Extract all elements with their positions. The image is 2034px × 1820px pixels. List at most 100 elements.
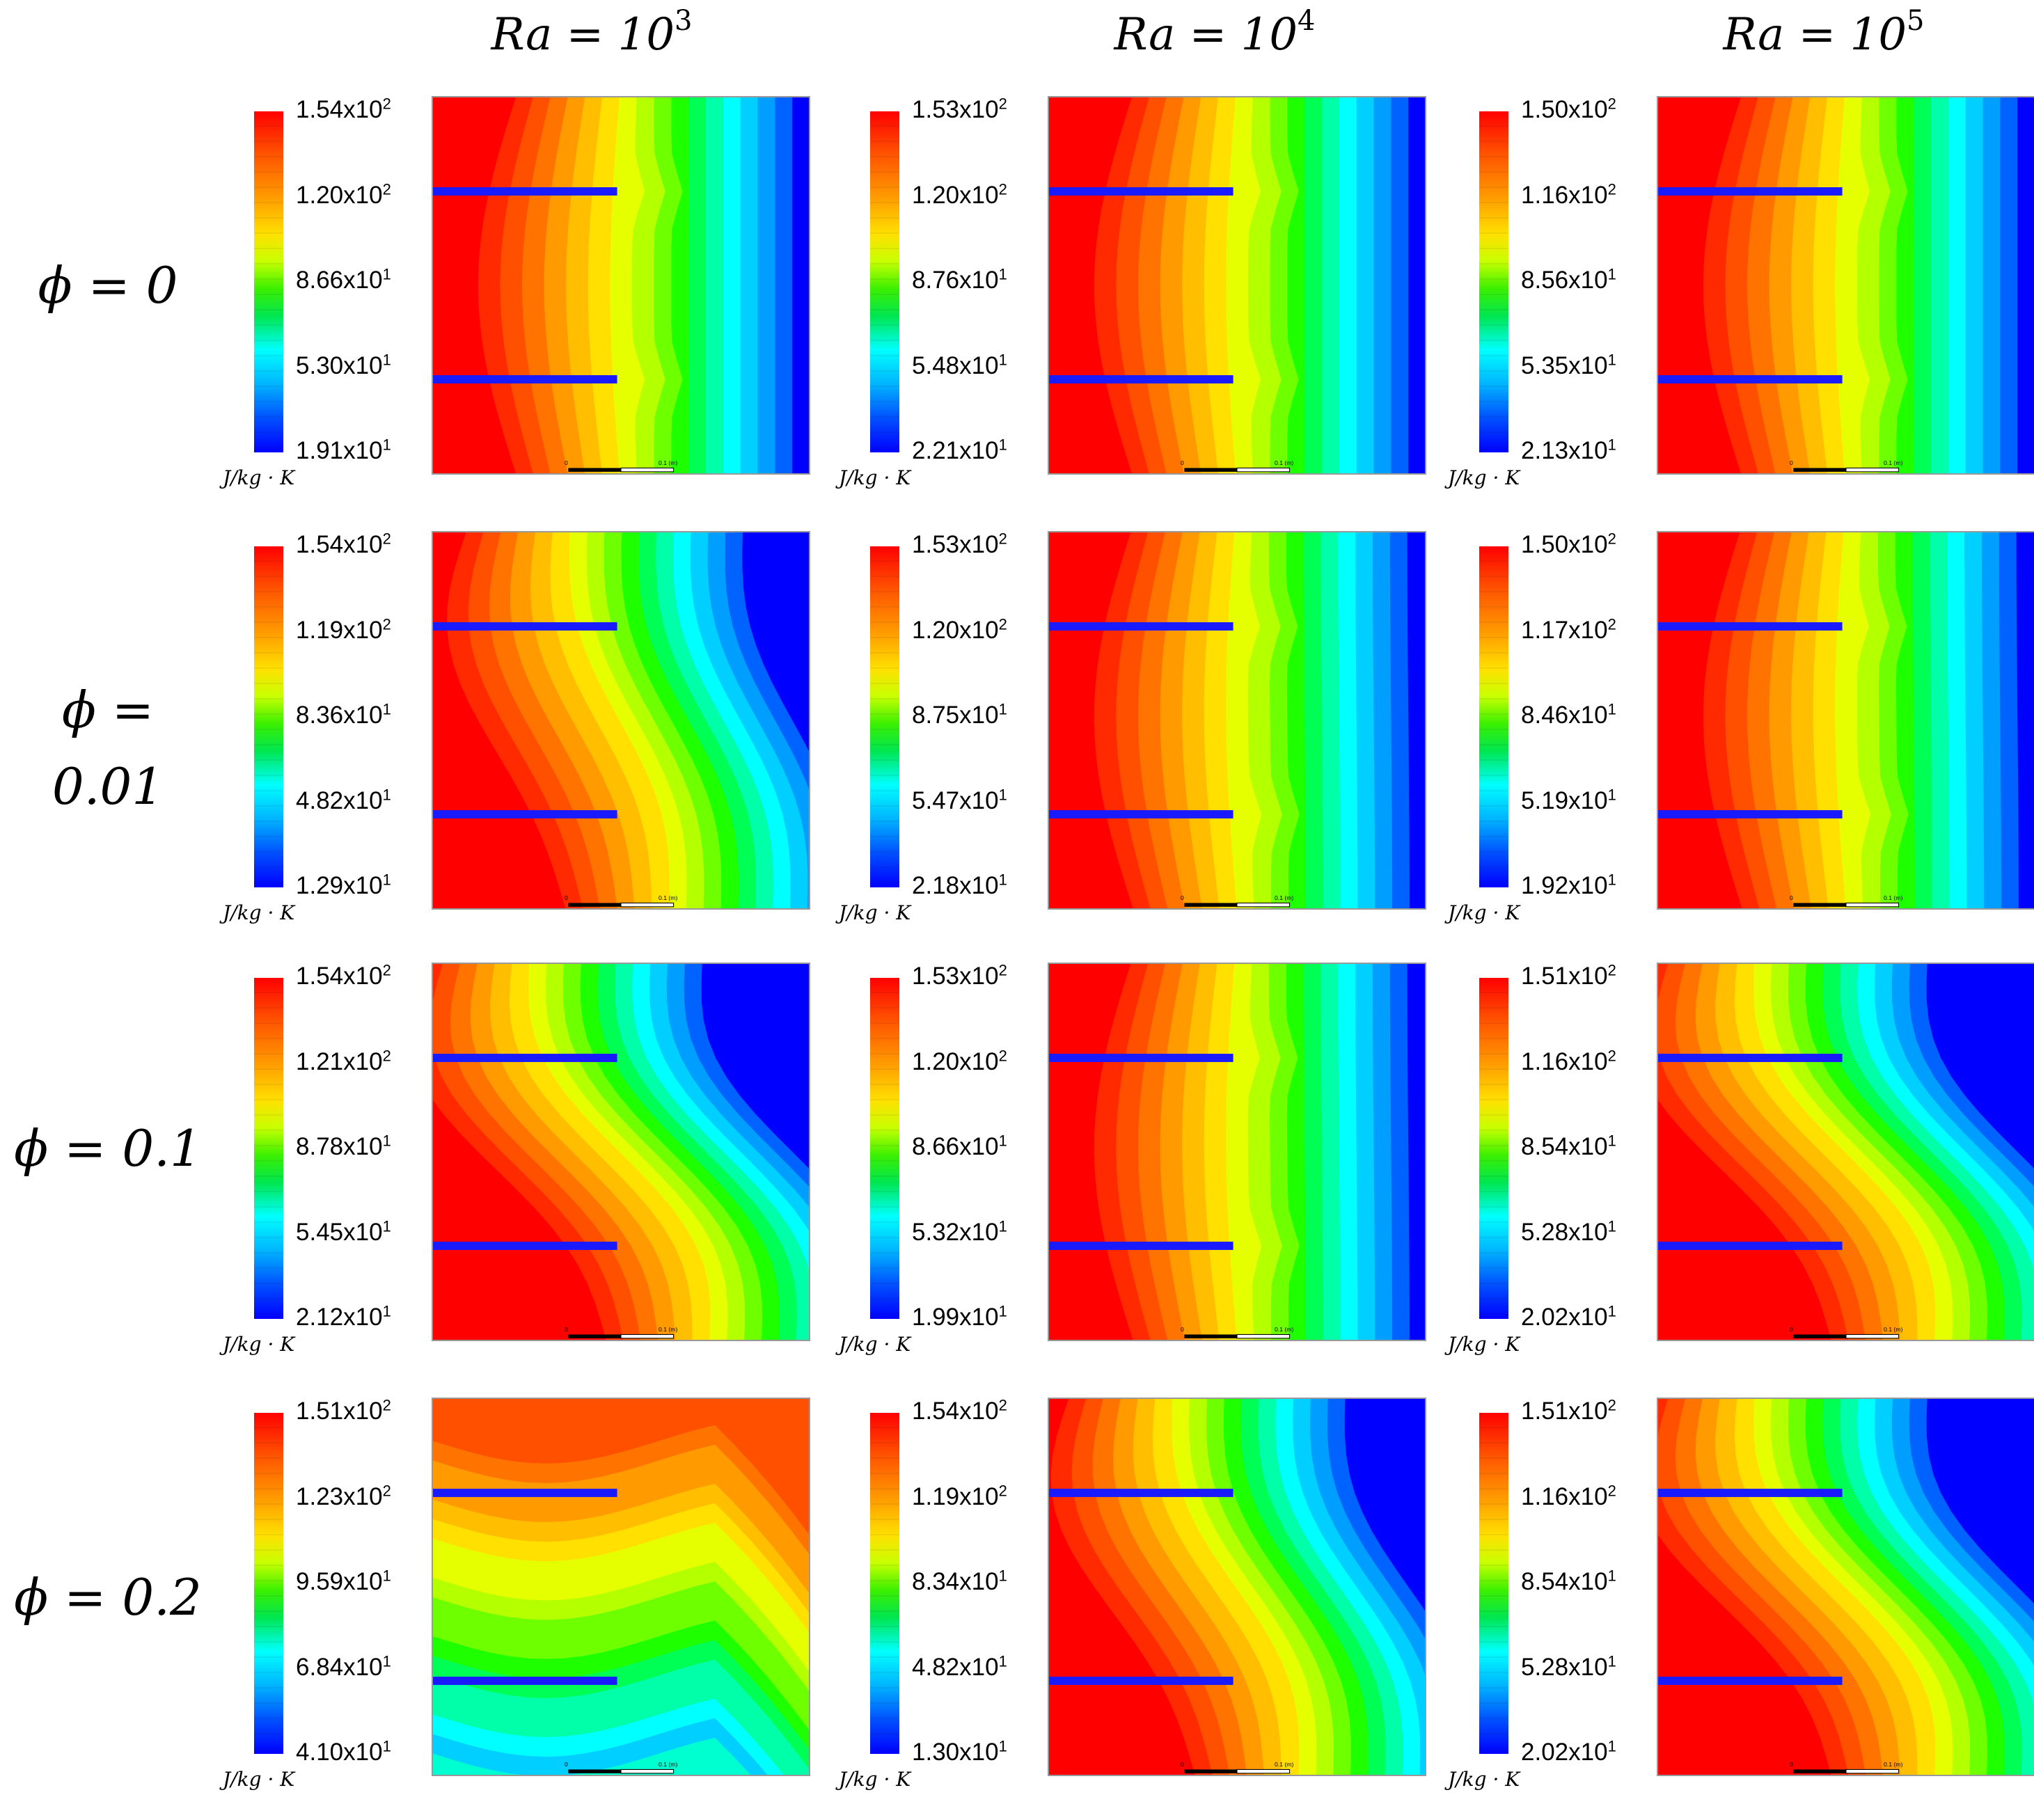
row-title-phi-0.1: ϕ = 0.1	[14, 1119, 202, 1178]
colorbar	[1479, 111, 1508, 452]
contour-band	[433, 1399, 809, 1515]
fin	[433, 622, 617, 631]
fin	[1658, 1054, 1843, 1062]
contour-field: 0 0.1 (m)	[433, 1399, 809, 1775]
scale-bar-label-start: 0	[1790, 459, 1793, 466]
colorbar-bands	[1479, 111, 1508, 452]
colorbar-tick-label: 1.23x102	[296, 1481, 391, 1510]
colorbar-tick-label: 8.66x101	[912, 1132, 1007, 1160]
colorbar-tick-label: 1.50x102	[1521, 530, 1616, 558]
column-title-ra-1e5: Ra = 105	[1723, 5, 1925, 61]
scale-bar-label-end: 0.1 (m)	[1275, 459, 1293, 466]
colorbar-unit: J/kg · K	[1448, 901, 1520, 924]
contour-plot: 0 0.1 (m)	[1048, 963, 1426, 1341]
colorbar-bands	[1479, 546, 1508, 887]
colorbar-tick-label: 4.10x101	[296, 1737, 391, 1766]
colorbar-tick-label: 1.53x102	[912, 961, 1007, 990]
colorbar-unit: J/kg · K	[223, 1333, 295, 1356]
scale-bar-label-start: 0	[565, 894, 568, 901]
contour-band	[1658, 1535, 1831, 1775]
fin	[1658, 1489, 1843, 1497]
row-title-phi-0: ϕ = 0	[38, 256, 178, 315]
colorbar-tick-label: 1.30x101	[912, 1737, 1007, 1766]
scale-bar-white	[620, 902, 675, 908]
scale-bar-label-end: 0.1 (m)	[659, 1326, 677, 1333]
scale-bar-black	[1793, 903, 1846, 907]
contour-plot: 0 0.1 (m)	[1657, 963, 2034, 1341]
fin	[1049, 1489, 1233, 1497]
colorbar-tick-label: 9.59x101	[296, 1567, 391, 1595]
fin	[1049, 1677, 1233, 1685]
contour-plot: 0 0.1 (m)	[432, 1398, 810, 1776]
scale-bar-white	[1236, 1334, 1291, 1339]
contour-plot: 0 0.1 (m)	[1657, 96, 2034, 475]
scale-bar-black	[568, 1334, 621, 1338]
fin	[1049, 1242, 1233, 1250]
fin	[1658, 375, 1843, 383]
colorbar-unit: J/kg · K	[1448, 1333, 1520, 1356]
colorbar-tick-label: 4.82x101	[296, 785, 391, 814]
scale-bar-white	[1236, 902, 1291, 908]
colorbar-tick-label: 8.78x101	[296, 1132, 391, 1160]
scale-bar-black	[1184, 1334, 1237, 1338]
colorbar-unit: J/kg · K	[1448, 466, 1520, 489]
scale-bar-white	[1236, 467, 1291, 473]
colorbar-tick-label: 6.84x101	[296, 1652, 391, 1681]
contour-plot: 0 0.1 (m)	[1048, 531, 1426, 910]
colorbar-tick-label: 2.02x101	[1521, 1302, 1616, 1331]
colorbar-tick-label: 1.20x102	[912, 1046, 1007, 1075]
colorbar	[254, 1413, 283, 1754]
contour-plot: 0 0.1 (m)	[1048, 96, 1426, 475]
colorbar	[870, 1413, 899, 1754]
column-title-ra-1e3: Ra = 103	[491, 5, 693, 61]
colorbar-tick-label: 2.21x101	[912, 436, 1007, 464]
scale-bar-label-start: 0	[1181, 1761, 1184, 1768]
contour-plot: 0 0.1 (m)	[432, 96, 810, 475]
colorbar-tick-label: 1.20x102	[912, 180, 1007, 209]
colorbar-unit: J/kg · K	[839, 1768, 911, 1791]
colorbar-tick-label: 1.54x102	[912, 1396, 1007, 1425]
colorbar-tick-label: 2.12x101	[296, 1302, 391, 1331]
scale-bar-label-start: 0	[1790, 1326, 1793, 1333]
contour-field: 0 0.1 (m)	[433, 532, 809, 908]
colorbar-tick-label: 8.56x101	[1521, 265, 1616, 294]
colorbar-tick-label: 5.48x101	[912, 350, 1007, 379]
scale-bar-label-end: 0.1 (m)	[1884, 1326, 1902, 1333]
colorbar-bands	[254, 978, 283, 1319]
colorbar-tick-label: 1.51x102	[296, 1396, 391, 1425]
colorbar-tick-label: 5.28x101	[1521, 1217, 1616, 1246]
scale-bar-label-start: 0	[1181, 459, 1184, 466]
scale-bar-white	[1845, 467, 1900, 473]
colorbar-unit: J/kg · K	[1448, 1768, 1520, 1791]
colorbar-tick-label: 8.76x101	[912, 265, 1007, 294]
colorbar-bands	[254, 1413, 283, 1754]
contour-field: 0 0.1 (m)	[433, 964, 809, 1340]
contour-plot: 0 0.1 (m)	[432, 963, 810, 1341]
colorbar-tick-label: 8.54x101	[1521, 1132, 1616, 1160]
colorbar-tick-label: 8.46x101	[1521, 700, 1616, 729]
colorbar-tick-label: 5.30x101	[296, 350, 391, 379]
scale-bar-label-start: 0	[565, 1761, 568, 1768]
fin	[433, 810, 617, 818]
colorbar-bands	[1479, 1413, 1508, 1754]
colorbar-tick-label: 1.29x101	[296, 871, 391, 899]
colorbar-tick-label: 8.75x101	[912, 700, 1007, 729]
colorbar-tick-label: 1.92x101	[1521, 871, 1616, 899]
fin	[1658, 622, 1843, 631]
scale-bar-label-end: 0.1 (m)	[659, 459, 677, 466]
colorbar-tick-label: 1.19x102	[296, 615, 391, 644]
contour-plot: 0 0.1 (m)	[432, 531, 810, 910]
contour-field: 0 0.1 (m)	[1658, 532, 2034, 908]
colorbar	[1479, 1413, 1508, 1754]
colorbar-tick-label: 5.47x101	[912, 785, 1007, 814]
colorbar-tick-label: 1.53x102	[912, 530, 1007, 558]
scale-bar-black	[1793, 1334, 1846, 1338]
colorbar-tick-label: 2.02x101	[1521, 1737, 1616, 1766]
fin	[433, 1242, 617, 1250]
scale-bar-label-end: 0.1 (m)	[1884, 459, 1902, 466]
fin	[1049, 187, 1233, 196]
scale-bar-label-end: 0.1 (m)	[1275, 1326, 1293, 1333]
scale-bar-label-start: 0	[1181, 894, 1184, 901]
scale-bar-white	[1845, 1768, 1900, 1774]
scale-bar-black	[568, 468, 621, 472]
